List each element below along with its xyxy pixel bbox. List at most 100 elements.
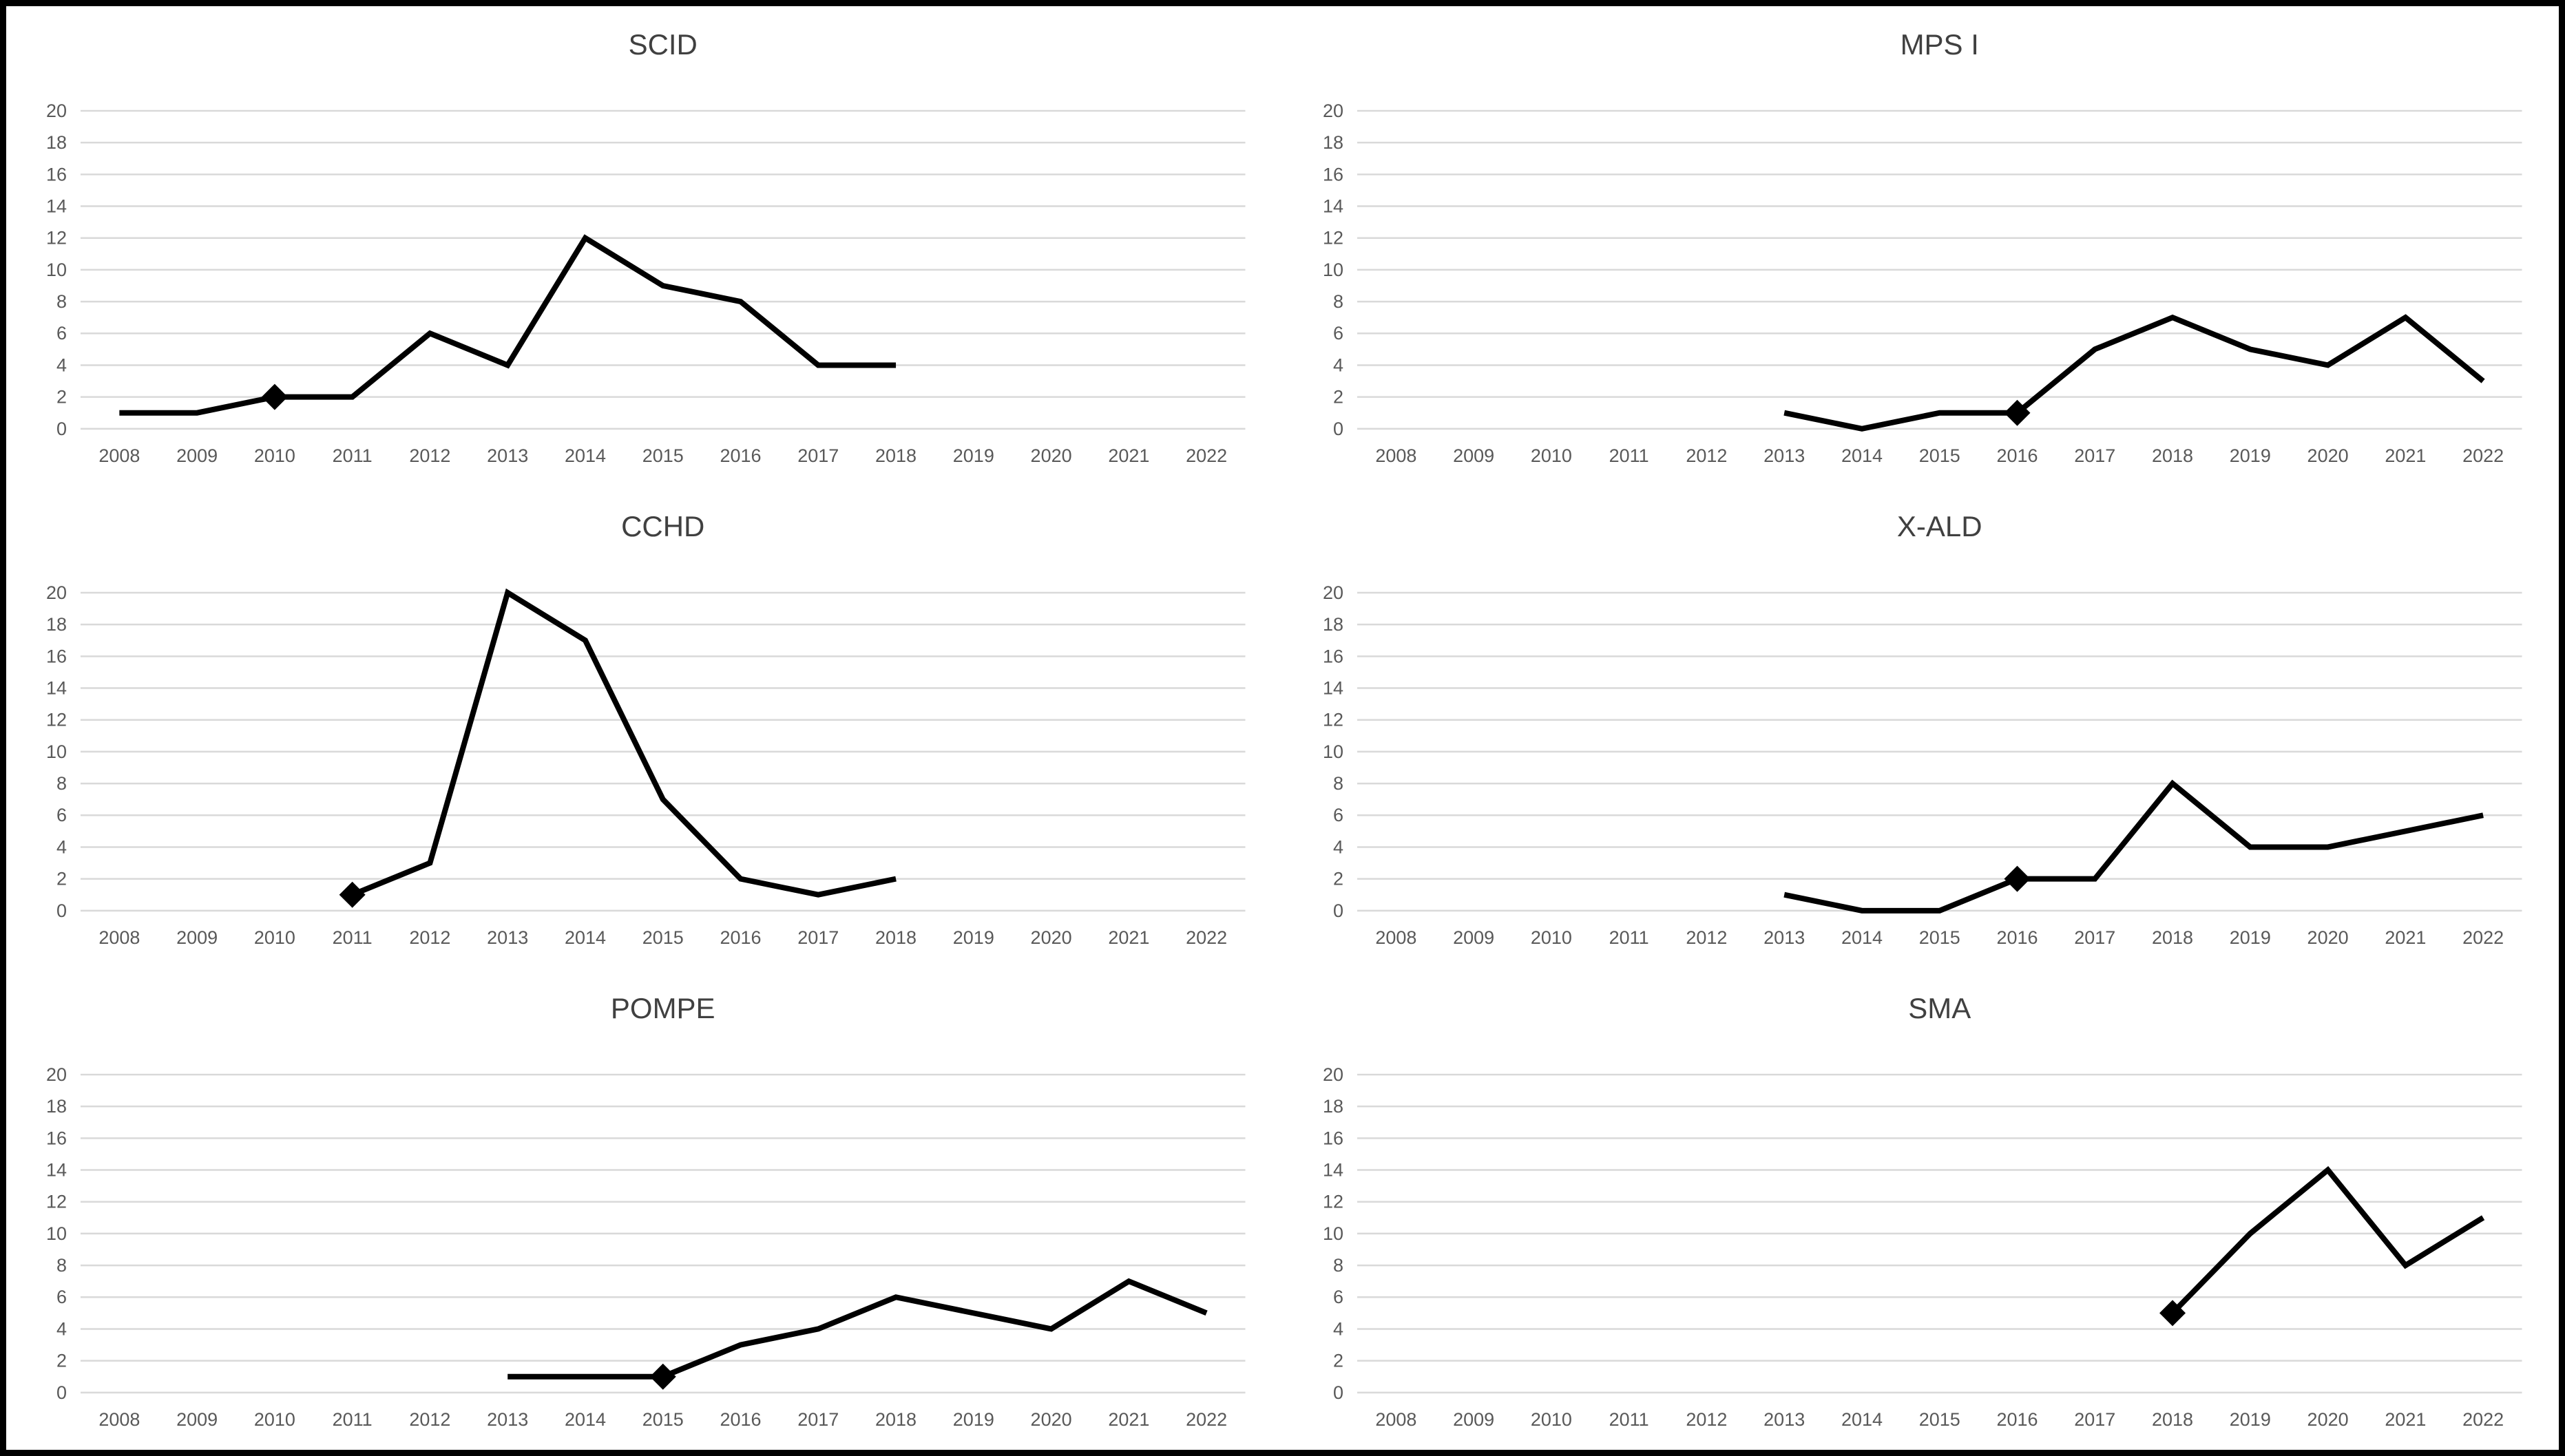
x-axis-label: 2022	[1186, 445, 1227, 466]
y-axis-label: 14	[46, 196, 67, 217]
x-axis-label: 2010	[1530, 1408, 1571, 1429]
x-axis-label: 2021	[2385, 1408, 2426, 1429]
x-axis-label: 2017	[797, 1408, 839, 1429]
y-axis-label: 20	[46, 101, 67, 121]
chart-title: POMPE	[611, 992, 715, 1024]
y-axis-label: 16	[46, 164, 67, 184]
y-axis-label: 4	[1332, 355, 1343, 375]
x-axis-label: 2018	[875, 445, 917, 466]
start-marker-diamond-icon	[2004, 399, 2031, 426]
y-axis-label: 2	[1332, 1350, 1343, 1371]
x-axis-label: 2008	[98, 927, 140, 948]
x-axis-label: 2017	[2074, 1408, 2115, 1429]
x-axis-label: 2022	[2462, 1408, 2504, 1429]
y-axis-label: 6	[1332, 323, 1343, 344]
chart-panel-scid: SCID 0 2 4 6 8 10 12 14 16 18 20 2008 2009 2010 2011 20…	[6, 6, 1283, 488]
chart-panel-mps-i: MPS I 0 2 4 6 8 10 12 14 16 18 20 2008 2009 2010 2011 2…	[1283, 6, 2559, 488]
x-axis-label: 2015	[1918, 445, 1960, 466]
x-axis-label: 2012	[1686, 445, 1727, 466]
y-axis-label: 10	[46, 260, 67, 280]
line-chart-sma: SMA 0 2 4 6 8 10 12 14 16 18 20 2008 2009 2010 2011 201…	[1322, 992, 2522, 1429]
x-axis-label: 2019	[953, 445, 994, 466]
x-axis-label: 2014	[565, 927, 606, 948]
x-axis-label: 2011	[333, 445, 373, 466]
y-axis-label: 0	[1332, 419, 1343, 439]
y-axis-label: 20	[46, 582, 67, 603]
x-axis-label: 2021	[2385, 927, 2426, 948]
x-axis-label: 2017	[797, 445, 839, 466]
y-axis-label: 18	[1322, 132, 1343, 153]
y-axis-label: 4	[56, 836, 67, 857]
x-axis-label: 2013	[487, 1408, 528, 1429]
x-axis-label: 2022	[2462, 445, 2504, 466]
plot-area: 0 2 4 6 8 10 12 14 16 18 20 2008 2009 2010 2011 2012 201…	[46, 1064, 1246, 1429]
y-axis-label: 6	[1332, 1287, 1343, 1307]
start-marker-diamond-icon	[2004, 865, 2031, 892]
x-axis-label: 2013	[487, 445, 528, 466]
chart-panel-pompe: POMPE 0 2 4 6 8 10 12 14 16 18 20 2008 2009 2010 2011 2…	[6, 970, 1283, 1452]
x-axis-label: 2015	[1918, 1408, 1960, 1429]
y-axis-label: 18	[1322, 1096, 1343, 1117]
x-axis-label: 2020	[1031, 1408, 1072, 1429]
start-marker-diamond-icon	[261, 383, 288, 410]
y-axis-label: 18	[46, 132, 67, 153]
x-axis-label: 2012	[409, 1408, 450, 1429]
y-axis-label: 14	[46, 677, 67, 698]
data-line	[2170, 1165, 2484, 1315]
y-axis-label: 8	[1332, 1255, 1343, 1276]
y-axis-label: 8	[56, 291, 67, 312]
x-axis-label: 2019	[953, 927, 994, 948]
y-axis-label: 16	[46, 646, 67, 666]
x-axis-label: 2019	[953, 1408, 994, 1429]
y-axis-label: 2	[56, 868, 67, 889]
y-axis-label: 14	[1322, 196, 1343, 217]
x-axis-label: 2016	[720, 927, 761, 948]
x-axis-label: 2015	[642, 1408, 684, 1429]
x-axis-label: 2009	[176, 1408, 218, 1429]
x-axis-label: 2022	[1186, 1408, 1227, 1429]
line-chart-cchd: CCHD 0 2 4 6 8 10 12 14 16 18 20 2008 2009 2010 2011 20…	[46, 510, 1246, 948]
y-axis-label: 16	[1322, 164, 1343, 184]
x-axis-label: 2008	[98, 445, 140, 466]
x-axis-label: 2021	[1108, 445, 1149, 466]
y-axis-label: 6	[56, 805, 67, 825]
plot-area: 0 2 4 6 8 10 12 14 16 18 20 2008 2009 2010 2011 2012 201…	[1322, 582, 2522, 948]
y-axis-label: 0	[56, 1382, 67, 1402]
x-axis-label: 2019	[2229, 927, 2270, 948]
y-axis-label: 14	[1322, 677, 1343, 698]
x-axis-label: 2019	[2229, 1408, 2270, 1429]
y-axis-label: 20	[1322, 101, 1343, 121]
chart-title: MPS I	[1900, 28, 1978, 61]
y-axis-label: 0	[56, 419, 67, 439]
x-axis-label: 2021	[1108, 927, 1149, 948]
x-axis-label: 2016	[720, 445, 761, 466]
x-axis-label: 2012	[1686, 1408, 1727, 1429]
y-axis-label: 2	[56, 1350, 67, 1371]
line-chart-pompe: POMPE 0 2 4 6 8 10 12 14 16 18 20 2008 2009 2010 2011 2…	[46, 992, 1246, 1429]
start-marker-diamond-icon	[2159, 1299, 2186, 1326]
y-axis-label: 16	[46, 1128, 67, 1148]
x-axis-label: 2013	[1763, 927, 1805, 948]
x-axis-label: 2022	[2462, 927, 2504, 948]
x-axis-label: 2013	[1763, 445, 1805, 466]
y-axis-label: 18	[46, 1096, 67, 1117]
y-axis-label: 2	[1332, 868, 1343, 889]
y-axis-label: 0	[56, 900, 67, 921]
y-axis-label: 8	[56, 1255, 67, 1276]
y-axis-label: 8	[1332, 773, 1343, 794]
y-axis-label: 4	[56, 1318, 67, 1339]
x-axis-label: 2018	[2152, 445, 2193, 466]
x-axis-label: 2017	[797, 927, 839, 948]
x-axis-label: 2016	[1996, 927, 2038, 948]
plot-area: 0 2 4 6 8 10 12 14 16 18 20 2008 2009 2010 2011 2012 201…	[46, 582, 1246, 948]
x-axis-label: 2014	[1841, 1408, 1882, 1429]
x-axis-label: 2012	[1686, 927, 1727, 948]
x-axis-label: 2016	[1996, 1408, 2038, 1429]
x-axis-label: 2010	[254, 1408, 295, 1429]
y-axis-label: 20	[1322, 582, 1343, 603]
line-chart-mps-i: MPS I 0 2 4 6 8 10 12 14 16 18 20 2008 2009 2010 2011 2…	[1322, 28, 2522, 466]
x-axis-label: 2018	[2152, 1408, 2193, 1429]
data-line	[1783, 314, 2485, 432]
x-axis-label: 2011	[1609, 445, 1648, 466]
x-axis-label: 2018	[2152, 927, 2193, 948]
